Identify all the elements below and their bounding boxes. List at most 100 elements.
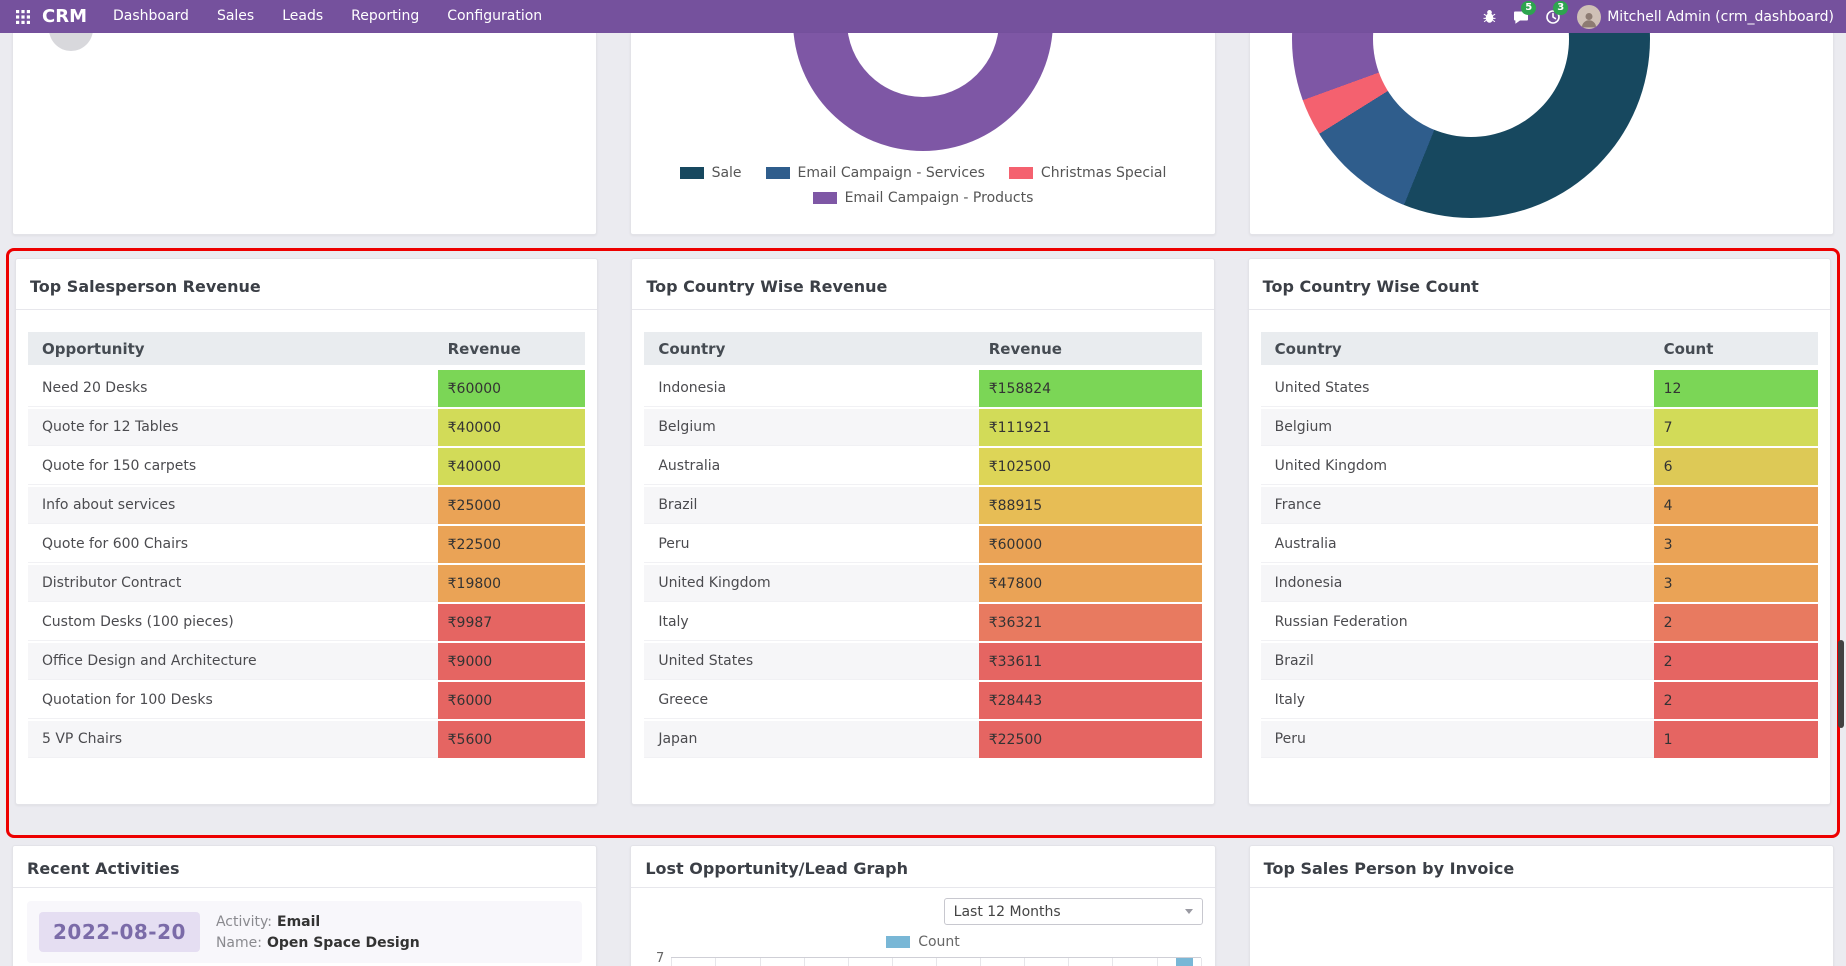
table-row[interactable]: Italy ₹36321 [644,604,1202,643]
table-row[interactable]: Office Design and Architecture ₹9000 [28,643,586,682]
gridline [1024,958,1026,966]
table-header: Opportunity Revenue [28,332,586,365]
card-title: Lost Opportunity/Lead Graph [631,846,1215,888]
legend-label: Sale [711,165,742,181]
nav-item-leads[interactable]: Leads [282,8,324,24]
bar-chart-legend[interactable]: Count [631,934,1214,950]
card-top-salesperson-revenue: Top Salesperson Revenue Opportunity Reve… [15,258,599,805]
donut-hole [1373,33,1570,137]
table-row[interactable]: Peru 1 [1260,721,1818,760]
row-value: ₹6000 [437,682,586,719]
column-header-label: Country [658,339,726,358]
row-label: Need 20 Desks [28,370,438,407]
table-row[interactable]: Brazil 2 [1260,643,1818,682]
debug-bug-icon[interactable] [1473,0,1505,33]
table-row[interactable]: Distributor Contract ₹19800 [28,565,586,604]
table-row[interactable]: Japan ₹22500 [644,721,1202,760]
table-row[interactable]: Belgium ₹111921 [644,409,1202,448]
messages-icon[interactable]: 5 [1505,0,1537,33]
row-label: Greece [644,682,979,719]
activity-name-line: Name: Open Space Design [216,935,420,951]
table-row[interactable]: Quotation for 100 Desks ₹6000 [28,682,586,721]
row-value: ₹40000 [437,409,586,446]
partial-circle-decoration [49,33,93,51]
table-row[interactable]: Brazil ₹88915 [644,487,1202,526]
row-value: ₹5600 [437,721,586,758]
row-label: Belgium [1260,409,1654,446]
table-row[interactable]: Peru ₹60000 [644,526,1202,565]
table-row[interactable]: Belgium 7 [1260,409,1818,448]
user-menu[interactable]: Mitchell Admin (crm_dashboard) [1607,8,1834,25]
card-top-country-revenue: Top Country Wise Revenue Country Revenue… [631,258,1215,805]
legend-item[interactable]: Email Campaign - Products [812,190,1033,206]
table-row[interactable]: Greece ₹28443 [644,682,1202,721]
app-title[interactable]: CRM [42,6,87,27]
card-title: Top Country Wise Count [1248,259,1830,310]
table-row[interactable]: Indonesia ₹158824 [644,370,1202,409]
table-row[interactable]: Russian Federation 2 [1260,604,1818,643]
gridline [891,958,893,966]
table-row[interactable]: Indonesia 3 [1260,565,1818,604]
table-row[interactable]: Australia ₹102500 [644,448,1202,487]
table-row[interactable]: France 4 [1260,487,1818,526]
row-label: Indonesia [644,370,979,407]
nav-item-sales[interactable]: Sales [216,8,255,24]
table-row[interactable]: Australia 3 [1260,526,1818,565]
scrollbar-thumb[interactable] [1838,640,1844,728]
row-label: Indonesia [1260,565,1654,602]
row-value: 2 [1653,682,1818,719]
gridline [1156,958,1158,966]
row-label: United States [1260,370,1654,407]
activities-clock-icon[interactable]: 3 [1537,0,1569,33]
table-row[interactable]: Need 20 Desks ₹60000 [28,370,586,409]
legend-label: Christmas Special [1040,165,1167,181]
card-lost-graph: Lost Opportunity/Lead Graph Last 12 Mont… [630,845,1216,966]
nav-menu: Dashboard Sales Leads Reporting Configuratio… [99,0,556,33]
table-row[interactable]: Quote for 600 Chairs ₹22500 [28,526,586,565]
legend-color-box [1008,167,1033,179]
card-campaign-donut: Sale Email Campaign - Services Christmas S… [630,33,1216,235]
card-recent-activities: Recent Activities 2022-08-20 Activity: E… [12,845,598,966]
table-row[interactable]: United States 12 [1260,370,1818,409]
legend-item[interactable]: Christmas Special [1008,165,1167,181]
table-row[interactable]: United Kingdom 6 [1260,448,1818,487]
name-label: Name: [215,934,262,951]
lost-graph-bar [1175,958,1193,966]
row-value: ₹25000 [437,487,586,524]
row-value: 1 [1653,721,1818,758]
table-row[interactable]: 5 VP Chairs ₹5600 [28,721,586,760]
table-row[interactable]: Quote for 150 carpets ₹40000 [28,448,586,487]
table-row[interactable]: Info about services ₹25000 [28,487,586,526]
activity-list-item[interactable]: 2022-08-20 Activity: Email Name: Open Sp… [27,901,583,963]
legend-color-box [765,167,790,179]
name-value: Open Space Design [266,934,420,951]
card-country-donut [1248,33,1834,235]
row-label: Brazil [1260,643,1654,680]
activity-label: Activity: [215,913,272,930]
table-row[interactable]: Italy 2 [1260,682,1818,721]
nav-item-configuration[interactable]: Configuration [447,8,543,24]
row-label: Italy [644,604,979,641]
card-title: Top Country Wise Revenue [632,259,1214,310]
column-header-value: Revenue [988,339,1062,358]
period-filter-select[interactable]: Last 12 Months [943,898,1203,925]
highlight-annotation: Top Salesperson Revenue Opportunity Reve… [6,248,1840,838]
legend-item[interactable]: Email Campaign - Services [765,165,985,181]
gridline [671,958,673,966]
campaign-donut-ring[interactable] [792,33,1053,151]
table-row[interactable]: United States ₹33611 [644,643,1202,682]
apps-menu-icon[interactable] [10,0,36,33]
table-row[interactable]: Quote for 12 Tables ₹40000 [28,409,586,448]
gridline [935,958,937,966]
row-value: ₹60000 [978,526,1202,563]
nav-item-reporting[interactable]: Reporting [351,8,420,24]
row-value: 2 [1653,604,1818,641]
nav-item-dashboard[interactable]: Dashboard [112,8,189,24]
legend-item[interactable]: Sale [679,165,742,181]
table-row[interactable]: United Kingdom ₹47800 [644,565,1202,604]
legend-color-box [679,167,704,179]
row-label: Office Design and Architecture [28,643,438,680]
country-donut-ring[interactable] [1292,33,1651,218]
user-avatar[interactable] [1577,4,1602,29]
table-row[interactable]: Custom Desks (100 pieces) ₹9987 [28,604,586,643]
